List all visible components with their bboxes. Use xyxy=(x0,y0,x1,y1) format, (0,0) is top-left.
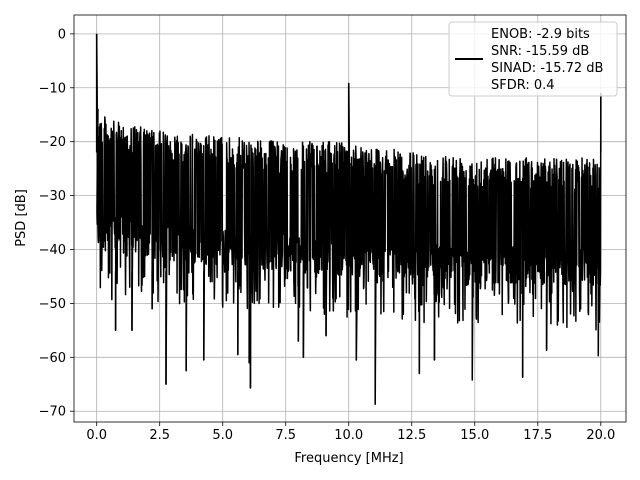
psd-series-line xyxy=(95,33,602,405)
legend-label-sinad: SINAD: -15.72 dB xyxy=(491,61,603,76)
legend-box xyxy=(448,21,618,97)
legend-label-snr: SNR: -15.59 dB xyxy=(491,44,589,59)
x-tick-label: 10.0 xyxy=(334,428,363,443)
y-tick-label: −70 xyxy=(39,405,66,420)
x-axis-ticks: 0.0 2.5 5.0 7.5 10.0 12.5 15.0 17.5 20.0 xyxy=(86,422,615,443)
y-tick-label: −10 xyxy=(39,81,66,96)
x-axis-label: Frequency [MHz] xyxy=(294,451,403,466)
legend-label-sfdr: SFDR: 0.4 xyxy=(491,78,555,93)
x-tick-label: 7.5 xyxy=(275,428,296,443)
x-tick-label: 0.0 xyxy=(86,428,107,443)
y-tick-label: −50 xyxy=(39,297,66,312)
y-axis-ticks: 0 −10 −20 −30 −40 −50 −60 −70 xyxy=(39,27,74,420)
y-tick-label: 0 xyxy=(58,27,66,42)
x-tick-label: 15.0 xyxy=(460,428,489,443)
legend: ENOB: -2.9 bits SNR: -15.59 dB SINAD: -1… xyxy=(448,21,618,97)
x-tick-label: 12.5 xyxy=(397,428,426,443)
x-tick-label: 17.5 xyxy=(523,428,552,443)
y-tick-label: −40 xyxy=(39,243,66,258)
y-tick-label: −30 xyxy=(39,189,66,204)
x-tick-label: 2.5 xyxy=(149,428,170,443)
plot-area xyxy=(95,33,602,405)
y-axis-label: PSD [dB] xyxy=(14,189,29,247)
x-tick-label: 20.0 xyxy=(586,428,615,443)
y-tick-label: −60 xyxy=(39,351,66,366)
x-tick-label: 5.0 xyxy=(212,428,233,443)
legend-label-enob: ENOB: -2.9 bits xyxy=(491,27,590,42)
axes-frame xyxy=(73,14,627,423)
y-tick-label: −20 xyxy=(39,135,66,150)
